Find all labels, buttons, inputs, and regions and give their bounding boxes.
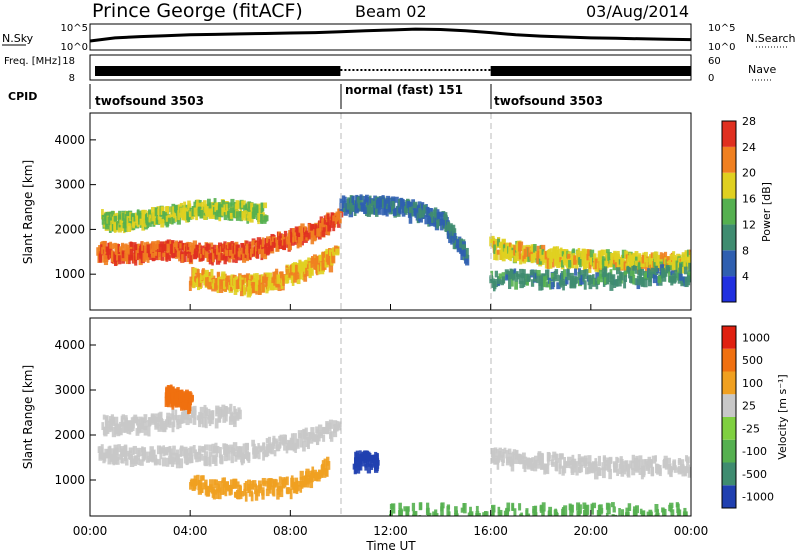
echo-band-6 (490, 447, 691, 480)
xtick-label: 00:00 (73, 524, 108, 538)
colorbar-swatch-2 (722, 462, 736, 486)
colorbar-tick-3: 12 (742, 218, 756, 231)
colorbar-tick-7: -500 (742, 468, 767, 481)
colorbar-swatch-1 (722, 276, 736, 302)
colorbar-swatch-6 (722, 146, 736, 173)
colorbar-swatch-3 (722, 439, 736, 463)
echo-band-3 (188, 245, 340, 298)
colorbar-tick-3: 100 (742, 377, 763, 390)
echo-band-1 (97, 419, 342, 469)
noise-left-label: N.Sky (2, 32, 34, 45)
colorbar-tick-1: 1000 (742, 331, 770, 344)
echo-band-5 (352, 450, 380, 475)
xtick-label: 08:00 (273, 524, 308, 538)
colorbar-tick-1: 4 (742, 270, 749, 283)
x-axis-label: Time UT (365, 539, 416, 553)
echo-band-2 (101, 403, 242, 438)
ytick-label-4000: 4000 (54, 133, 85, 147)
colorbar-tick-5: -25 (742, 422, 760, 435)
nave-label: Nave (748, 63, 776, 76)
colorbar-swatch-5 (722, 394, 736, 417)
colorbar-swatch-2 (722, 250, 736, 277)
velocity-colorbar-label: Velocity [m s⁻¹] (776, 374, 789, 459)
colorbar-tick-6: 24 (742, 141, 756, 154)
power-colorbar-label: Power [dB] (760, 182, 773, 242)
echo-band-7 (389, 502, 688, 516)
ytick-label-1000: 1000 (54, 473, 85, 487)
cpid-panel: CPID twofsound 3503 normal (fast) 151 tw… (8, 83, 603, 109)
xtick-label: 20:00 (574, 524, 609, 538)
colorbar-tick-2: 500 (742, 354, 763, 367)
colorbar-swatch-3 (722, 224, 736, 251)
velocity-panel: 1000 2000 3000 4000 Slant Range [km] 1000 50… (21, 317, 789, 517)
colorbar-swatch-4 (722, 198, 736, 225)
nave-tick-bottom: 0 (708, 73, 714, 84)
colorbar-swatch-1 (722, 485, 736, 508)
freq-tick-bottom: 8 (69, 73, 75, 84)
echo-band-3 (164, 384, 194, 415)
echo-band-4 (489, 235, 691, 276)
xtick-label: 00:00 (674, 524, 709, 538)
cpid-segment-2: normal (fast) 151 (345, 83, 463, 97)
freq-segment-3 (490, 66, 691, 76)
beam-title: Beam 02 (355, 2, 427, 21)
nave-tick-top: 60 (708, 56, 721, 67)
freq-tick-top: 18 (62, 56, 75, 67)
colorbar-swatch-7 (722, 121, 736, 147)
ytick-label-1000: 1000 (54, 267, 85, 281)
colorbar-swatch-6 (722, 371, 736, 395)
station-title: Prince George (fitACF) (92, 0, 303, 22)
colorbar-swatch-5 (722, 172, 736, 199)
noise-right-label: N.Search (746, 32, 796, 45)
ytick-label-4000: 4000 (54, 338, 85, 352)
freq-segment-1 (95, 66, 341, 76)
xtick-label: 16:00 (473, 524, 508, 538)
velocity-ylabel: Slant Range [km] (21, 365, 35, 469)
colorbar-tick-8: -1000 (742, 491, 774, 504)
cpid-segment-1: twofsound 3503 (95, 94, 204, 108)
x-axis: 00:00 04:00 08:00 12:00 16:00 20:00 00:00 (73, 304, 709, 538)
colorbar-tick-2: 8 (742, 244, 749, 257)
colorbar-tick-5: 20 (742, 167, 756, 180)
echo-band-5 (339, 194, 470, 266)
colorbar-tick-4: 25 (742, 400, 756, 413)
ytick-label-3000: 3000 (54, 383, 85, 397)
colorbar-swatch-8 (722, 326, 736, 349)
frequency-panel: Freq. [MHz] 18 8 60 0 Nave (4, 54, 776, 84)
echo-band-2 (101, 198, 269, 234)
ytick-label-2000: 2000 (54, 428, 85, 442)
noise-right-tick-bottom: 10^0 (708, 42, 735, 53)
colorbar-swatch-4 (722, 417, 736, 440)
xtick-label: 12:00 (373, 524, 408, 538)
noise-panel: N.Sky 10^5 10^0 10^5 10^0 N.Search (2, 23, 796, 53)
echo-band-1 (96, 208, 344, 267)
colorbar-tick-6: -100 (742, 445, 767, 458)
date-title: 03/Aug/2014 (586, 2, 689, 21)
cpid-segment-3: twofsound 3503 (494, 94, 603, 108)
freq-label: Freq. [MHz] (4, 56, 61, 67)
echo-band-4 (189, 456, 331, 502)
xtick-label: 04:00 (173, 524, 208, 538)
colorbar-tick-4: 16 (742, 193, 756, 206)
colorbar-tick-7: 28 (742, 115, 756, 128)
noise-right-tick-top: 10^5 (708, 23, 735, 34)
power-panel: 1000 2000 3000 4000 Slant Range [km] 4 8 12 16… (21, 112, 773, 311)
noise-left-tick-top: 10^5 (61, 23, 88, 34)
noise-sky-line (89, 27, 692, 43)
noise-left-tick-bottom: 10^0 (61, 42, 88, 53)
power-ylabel: Slant Range [km] (21, 160, 35, 264)
ytick-label-3000: 3000 (54, 178, 85, 192)
echo-band-6 (489, 262, 691, 292)
ytick-label-2000: 2000 (54, 222, 85, 236)
cpid-label: CPID (8, 90, 37, 103)
colorbar-swatch-7 (722, 348, 736, 372)
